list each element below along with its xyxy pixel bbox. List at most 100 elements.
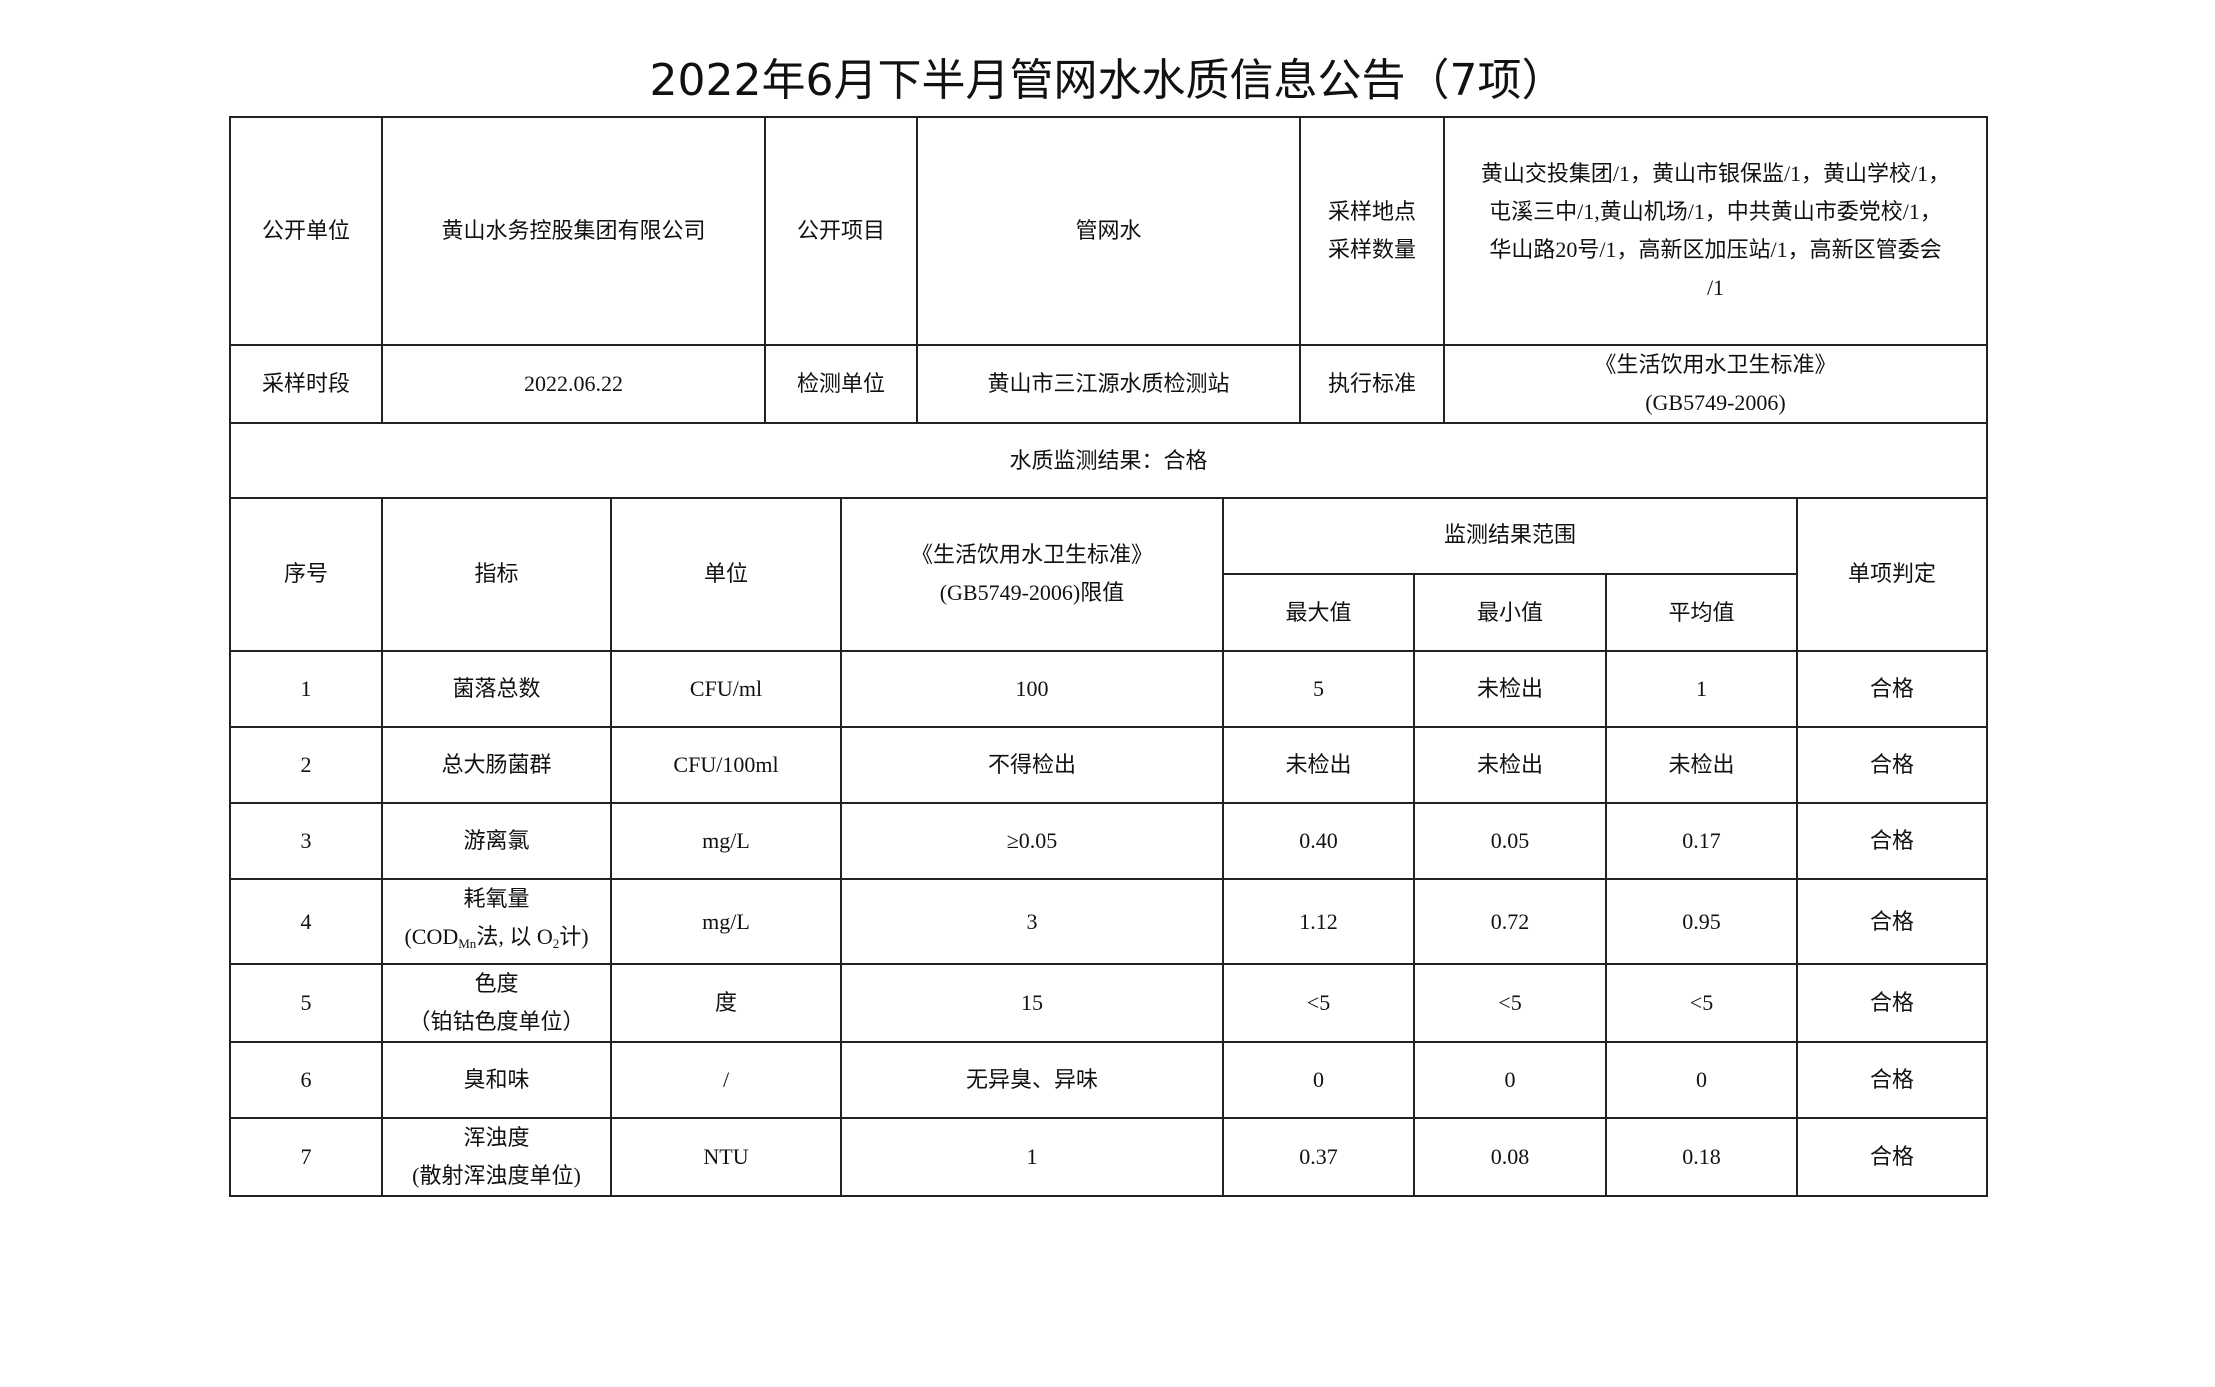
header-judge: 单项判定 bbox=[1796, 497, 1988, 652]
cell-max: 1.12 bbox=[1222, 878, 1415, 965]
cell-min: <5 bbox=[1413, 963, 1607, 1043]
cell-min: 0.05 bbox=[1413, 802, 1607, 880]
lab-label: 检测单位 bbox=[764, 344, 918, 424]
site-line: 黄山交投集团/1，黄山市银保监/1，黄山学校/1， bbox=[1480, 161, 1951, 186]
cell-no: 5 bbox=[229, 963, 383, 1043]
header-unit: 单位 bbox=[610, 497, 842, 652]
limit-line: (GB5749-2006)限值 bbox=[939, 579, 1125, 605]
cell-judge: 合格 bbox=[1796, 1117, 1988, 1197]
cell-max: <5 bbox=[1222, 963, 1415, 1043]
cell-min: 0.08 bbox=[1413, 1117, 1607, 1197]
cell-judge: 合格 bbox=[1796, 963, 1988, 1043]
cell-avg: 0 bbox=[1605, 1041, 1798, 1119]
indicator-name: 臭和味 bbox=[463, 1067, 530, 1092]
cell-max: 0 bbox=[1222, 1041, 1415, 1119]
indicator-name: 总大肠菌群 bbox=[441, 752, 552, 777]
header-limit: 《生活饮用水卫生标准》 (GB5749-2006)限值 bbox=[840, 497, 1224, 652]
site-label-1: 采样地点 bbox=[1327, 199, 1416, 224]
site-line: 华山路20号/1，高新区加压站/1，高新区管委会 bbox=[1489, 237, 1942, 262]
cell-min: 未检出 bbox=[1413, 726, 1607, 804]
cell-name: 菌落总数 bbox=[381, 651, 612, 728]
std-name: 《生活饮用水卫生标准》 bbox=[1594, 352, 1837, 377]
indicator-name: 游离氯 bbox=[463, 828, 530, 853]
cell-avg: 0.95 bbox=[1605, 878, 1798, 965]
std-label: 执行标准 bbox=[1299, 344, 1445, 424]
cell-name: 耗氧量 (CODMn法, 以 O2计) bbox=[381, 878, 612, 965]
cell-avg: 未检出 bbox=[1605, 726, 1798, 804]
site-list: 黄山交投集团/1，黄山市银保监/1，黄山学校/1， 屯溪三中/1,黄山机场/1，… bbox=[1443, 116, 1988, 346]
unit-label: 公开单位 bbox=[229, 116, 383, 346]
cell-unit: CFU/100ml bbox=[610, 726, 842, 804]
cell-max: 0.40 bbox=[1222, 802, 1415, 880]
indicator-method: (CODMn法, 以 O2计) bbox=[389, 918, 604, 963]
unit-value: 黄山水务控股集团有限公司 bbox=[381, 116, 766, 346]
cell-name: 臭和味 bbox=[381, 1041, 612, 1119]
cell-unit: NTU bbox=[610, 1117, 842, 1197]
site-line: 屯溪三中/1,黄山机场/1，中共黄山市委党校/1， bbox=[1489, 199, 1942, 224]
cell-name: 游离氯 bbox=[381, 802, 612, 880]
cell-unit: 度 bbox=[610, 963, 842, 1043]
indicator-unit-note: （铂钴色度单位） bbox=[408, 1009, 585, 1034]
header-max: 最大值 bbox=[1222, 573, 1415, 652]
site-label: 采样地点 采样数量 bbox=[1299, 116, 1445, 346]
std-value: 《生活饮用水卫生标准》 (GB5749-2006) bbox=[1443, 344, 1988, 424]
cell-avg: 0.17 bbox=[1605, 802, 1798, 880]
cell-limit: 1 bbox=[840, 1117, 1224, 1197]
indicator-name: 耗氧量 bbox=[463, 886, 530, 911]
item-value: 管网水 bbox=[916, 116, 1301, 346]
cod-part: Mn bbox=[458, 936, 477, 951]
indicator-name: 菌落总数 bbox=[452, 676, 541, 701]
page-title: 2022年6月下半月管网水水质信息公告（7项） bbox=[649, 55, 1566, 106]
header-avg: 平均值 bbox=[1605, 573, 1798, 652]
cell-unit: mg/L bbox=[610, 878, 842, 965]
std-code: (GB5749-2006) bbox=[1645, 390, 1786, 415]
cell-unit: CFU/ml bbox=[610, 651, 842, 728]
cell-avg: 0.18 bbox=[1605, 1117, 1798, 1197]
cell-judge: 合格 bbox=[1796, 802, 1988, 880]
cell-judge: 合格 bbox=[1796, 651, 1988, 728]
header-indicator: 指标 bbox=[381, 497, 612, 652]
header-min: 最小值 bbox=[1413, 573, 1607, 652]
site-label-2: 采样数量 bbox=[1327, 237, 1416, 262]
cell-min: 未检出 bbox=[1413, 651, 1607, 728]
info-table: 公开单位 黄山水务控股集团有限公司 公开项目 管网水 采样地点采样数量 黄山交投… bbox=[229, 116, 1988, 499]
cell-judge: 合格 bbox=[1796, 1041, 1988, 1119]
indicator-name: 色度 bbox=[474, 971, 519, 996]
cod-part: 计) bbox=[559, 924, 589, 949]
cell-name: 总大肠菌群 bbox=[381, 726, 612, 804]
cell-limit: 不得检出 bbox=[840, 726, 1224, 804]
cell-max: 5 bbox=[1222, 651, 1415, 728]
item-label: 公开项目 bbox=[764, 116, 918, 346]
cell-max: 未检出 bbox=[1222, 726, 1415, 804]
cell-min: 0 bbox=[1413, 1041, 1607, 1119]
cell-no: 6 bbox=[229, 1041, 383, 1119]
table-row: 2 总大肠菌群 CFU/100ml 不得检出 未检出 未检出 未检出 合格 bbox=[229, 726, 1988, 804]
overall-result: 水质监测结果：合格 bbox=[229, 422, 1988, 499]
cell-limit: 无异臭、异味 bbox=[840, 1041, 1224, 1119]
lab-value: 黄山市三江源水质检测站 bbox=[916, 344, 1301, 424]
cell-no: 4 bbox=[229, 878, 383, 965]
cell-limit: 3 bbox=[840, 878, 1224, 965]
table-row: 7 浑浊度 (散射浑浊度单位) NTU 1 0.37 0.08 0.18 合格 bbox=[229, 1117, 1988, 1197]
cell-avg: 1 bbox=[1605, 651, 1798, 728]
cell-name: 色度 （铂钴色度单位） bbox=[381, 963, 612, 1043]
cell-avg: <5 bbox=[1605, 963, 1798, 1043]
limit-line: 《生活饮用水卫生标准》 bbox=[910, 541, 1153, 567]
cod-part: 2 bbox=[552, 936, 560, 951]
cell-judge: 合格 bbox=[1796, 726, 1988, 804]
cell-limit: 100 bbox=[840, 651, 1224, 728]
cell-judge: 合格 bbox=[1796, 878, 1988, 965]
cell-unit: / bbox=[610, 1041, 842, 1119]
table-row: 1 菌落总数 CFU/ml 100 5 未检出 1 合格 bbox=[229, 651, 1988, 728]
cell-unit: mg/L bbox=[610, 802, 842, 880]
period-label: 采样时段 bbox=[229, 344, 383, 424]
table-row: 3 游离氯 mg/L ≥0.05 0.40 0.05 0.17 合格 bbox=[229, 802, 1988, 880]
site-line: /1 bbox=[1706, 275, 1725, 300]
header-no: 序号 bbox=[229, 497, 383, 652]
table-row: 5 色度 （铂钴色度单位）度 15 <5 <5 <5 合格 bbox=[229, 963, 1988, 1043]
cell-name: 浑浊度 (散射浑浊度单位) bbox=[381, 1117, 612, 1197]
indicator-name: 浑浊度 bbox=[463, 1125, 530, 1150]
results-table: 序号 指标 单位 《生活饮用水卫生标准》 (GB5749-2006)限值 监测结果… bbox=[229, 497, 1988, 1197]
cell-no: 2 bbox=[229, 726, 383, 804]
indicator-unit-note: (散射浑浊度单位) bbox=[412, 1163, 581, 1188]
